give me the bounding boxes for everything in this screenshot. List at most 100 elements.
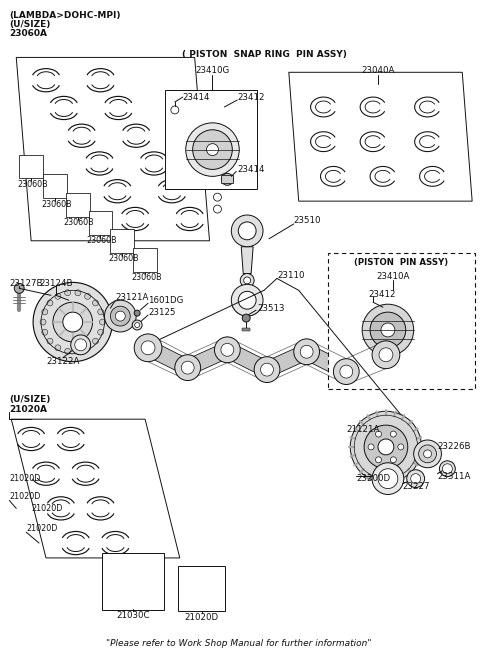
- Circle shape: [98, 329, 104, 335]
- Circle shape: [63, 312, 83, 332]
- Text: 23060A: 23060A: [9, 29, 48, 38]
- Text: 21121A: 21121A: [346, 424, 380, 434]
- Text: "Please refer to Work Shop Manual for further information": "Please refer to Work Shop Manual for fu…: [107, 639, 372, 648]
- Text: (U/SIZE): (U/SIZE): [9, 395, 51, 404]
- Circle shape: [231, 284, 263, 316]
- Circle shape: [294, 339, 320, 365]
- Circle shape: [350, 411, 421, 483]
- Polygon shape: [144, 341, 191, 375]
- Text: 23226B: 23226B: [437, 442, 471, 451]
- Circle shape: [135, 322, 140, 328]
- Circle shape: [382, 348, 394, 360]
- Text: 21020D: 21020D: [9, 474, 41, 483]
- Circle shape: [42, 309, 48, 315]
- Text: 21030C: 21030C: [117, 611, 150, 620]
- Text: 23412: 23412: [237, 92, 265, 102]
- Circle shape: [98, 309, 104, 315]
- Bar: [221, 176, 233, 183]
- Polygon shape: [184, 343, 230, 375]
- Polygon shape: [12, 419, 180, 558]
- Text: 1601DG: 1601DG: [148, 296, 183, 305]
- Text: 23060B: 23060B: [108, 254, 139, 263]
- Circle shape: [134, 334, 162, 362]
- Circle shape: [175, 355, 201, 381]
- Bar: [178, 566, 226, 612]
- Circle shape: [47, 338, 53, 344]
- Circle shape: [378, 439, 394, 455]
- Text: 23414: 23414: [183, 92, 210, 102]
- Text: 23227: 23227: [403, 482, 430, 491]
- Circle shape: [192, 130, 232, 170]
- Text: ( PISTON  SNAP RING  PIN ASSY): ( PISTON SNAP RING PIN ASSY): [181, 50, 347, 59]
- Circle shape: [55, 293, 61, 299]
- Circle shape: [53, 302, 93, 342]
- Circle shape: [42, 329, 48, 335]
- Circle shape: [423, 450, 432, 458]
- Circle shape: [440, 461, 456, 477]
- Text: 23060B: 23060B: [17, 179, 48, 189]
- Text: (U/SIZE): (U/SIZE): [9, 20, 51, 29]
- Bar: [380, 348, 396, 360]
- Circle shape: [71, 335, 91, 355]
- Circle shape: [414, 440, 442, 468]
- Bar: [19, 155, 43, 178]
- Circle shape: [134, 310, 140, 316]
- Text: 23110: 23110: [277, 271, 304, 280]
- Circle shape: [390, 431, 396, 437]
- Circle shape: [214, 193, 221, 201]
- Circle shape: [443, 464, 452, 474]
- Circle shape: [242, 314, 250, 322]
- Circle shape: [93, 300, 98, 306]
- Circle shape: [378, 469, 398, 489]
- Polygon shape: [343, 347, 389, 379]
- Circle shape: [84, 293, 91, 299]
- Text: 23125: 23125: [148, 308, 176, 316]
- Polygon shape: [16, 58, 209, 241]
- Bar: [110, 229, 134, 253]
- Text: (LAMBDA>DOHC-MPI): (LAMBDA>DOHC-MPI): [9, 11, 121, 20]
- Circle shape: [244, 277, 251, 284]
- Bar: [43, 174, 67, 198]
- Polygon shape: [289, 72, 472, 201]
- Circle shape: [334, 359, 359, 384]
- Bar: [102, 553, 164, 610]
- Circle shape: [221, 174, 233, 185]
- Text: 23040A: 23040A: [361, 66, 395, 75]
- Circle shape: [75, 290, 81, 296]
- Circle shape: [238, 222, 256, 240]
- Circle shape: [372, 341, 400, 369]
- Polygon shape: [303, 345, 350, 379]
- Bar: [165, 90, 257, 189]
- Text: 23412: 23412: [368, 290, 396, 299]
- Circle shape: [221, 343, 234, 356]
- Circle shape: [215, 337, 240, 363]
- Circle shape: [390, 457, 396, 463]
- Circle shape: [375, 457, 382, 463]
- Circle shape: [254, 357, 280, 383]
- Circle shape: [231, 215, 263, 247]
- Circle shape: [419, 445, 436, 463]
- Text: 23513: 23513: [257, 304, 285, 312]
- Circle shape: [132, 320, 142, 330]
- Circle shape: [99, 319, 106, 325]
- Circle shape: [84, 345, 91, 351]
- Circle shape: [340, 365, 353, 378]
- Circle shape: [411, 474, 420, 483]
- Text: 23414: 23414: [237, 165, 265, 174]
- Circle shape: [65, 348, 71, 354]
- Text: 21020D: 21020D: [31, 504, 62, 513]
- Circle shape: [40, 319, 46, 325]
- Circle shape: [115, 311, 125, 321]
- Circle shape: [370, 312, 406, 348]
- Circle shape: [375, 431, 382, 437]
- Circle shape: [75, 348, 81, 354]
- Circle shape: [47, 300, 53, 306]
- Text: 23060B: 23060B: [64, 218, 95, 227]
- Text: 23122A: 23122A: [46, 357, 80, 366]
- Circle shape: [240, 274, 254, 288]
- Circle shape: [105, 300, 136, 332]
- Circle shape: [364, 425, 408, 469]
- Text: 23124B: 23124B: [39, 279, 72, 288]
- Circle shape: [110, 306, 130, 326]
- Text: 23410A: 23410A: [376, 272, 409, 281]
